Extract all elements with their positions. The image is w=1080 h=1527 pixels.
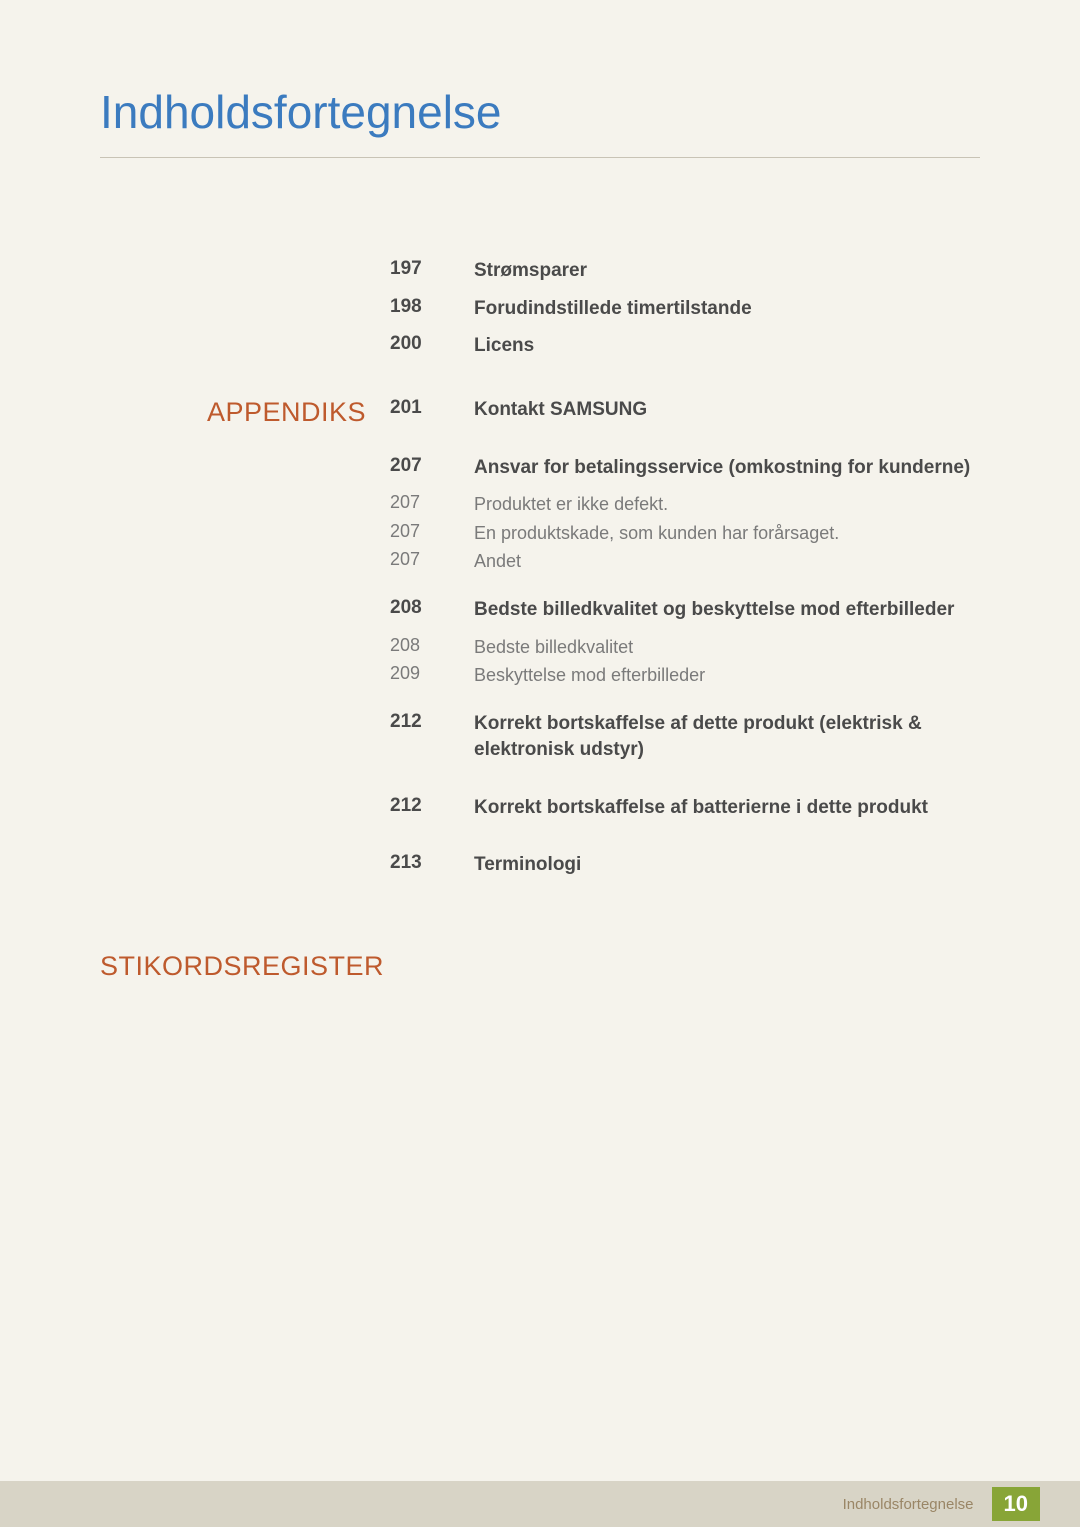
toc-entry-title: Andet xyxy=(474,551,521,571)
toc-entry[interactable]: 208 Bedste billedkvalitet xyxy=(390,635,980,659)
toc-entry-title: Forudindstillede timertilstande xyxy=(474,298,752,319)
toc-entry-title: Terminologi xyxy=(474,854,581,875)
toc-pre-section: 197 Strømsparer 198 Forudindstillede timert… xyxy=(100,258,980,371)
toc-entry-title: Ansvar for betalingsservice (omkostning … xyxy=(474,457,970,478)
toc-entry[interactable]: 198 Forudindstillede timertilstande xyxy=(390,296,980,322)
toc-page-number: 197 xyxy=(390,258,422,279)
footer-page-number: 10 xyxy=(992,1487,1040,1521)
toc-page-number: 213 xyxy=(390,852,422,873)
toc-section: APPENDIKS 201 Kontakt SAMSUNG 207 Ansvar for… xyxy=(100,397,980,890)
toc-page-number: 212 xyxy=(390,711,422,732)
page-title: Indholdsfortegnelse xyxy=(100,85,980,158)
toc-page-number: 208 xyxy=(390,597,422,618)
toc-page-number: 207 xyxy=(390,549,420,569)
footer-bar: Indholdsfortegnelse 10 xyxy=(0,1481,1080,1527)
toc-page-number: 207 xyxy=(390,492,420,512)
toc-page-number: 208 xyxy=(390,635,420,655)
section-label: STIKORDSREGISTER xyxy=(100,951,366,982)
footer-label: Indholdsfortegnelse xyxy=(843,1496,974,1513)
toc-section: STIKORDSREGISTER xyxy=(100,951,980,982)
toc-entry[interactable]: 201 Kontakt SAMSUNG xyxy=(390,397,980,423)
toc-entry[interactable]: 207 Produktet er ikke defekt. xyxy=(390,492,980,516)
toc-entry[interactable]: 212 Korrekt bortskaffelse af batterierne … xyxy=(390,795,980,821)
toc-entry-title: Strømsparer xyxy=(474,260,587,281)
section-label: APPENDIKS xyxy=(100,397,366,428)
toc-page-number: 207 xyxy=(390,521,420,541)
toc-entry-title: En produktskade, som kunden har forårsag… xyxy=(474,523,839,543)
toc-page-number: 200 xyxy=(390,333,422,354)
toc-page-number: 198 xyxy=(390,296,422,317)
toc-page-number: 212 xyxy=(390,795,422,816)
toc-entry-title: Bedste billedkvalitet xyxy=(474,637,633,657)
toc-entry-title: Licens xyxy=(474,335,534,356)
toc-entry[interactable]: 207 Ansvar for betalingsservice (omkostni… xyxy=(390,455,980,481)
toc-entry-title: Korrekt bortskaffelse af batterierne i d… xyxy=(474,797,928,818)
toc-entry[interactable]: 197 Strømsparer xyxy=(390,258,980,284)
toc-entry-title: Produktet er ikke defekt. xyxy=(474,494,668,514)
toc-page-number: 201 xyxy=(390,397,422,418)
toc-entry[interactable]: 209 Beskyttelse mod efterbilleder xyxy=(390,663,980,687)
toc-entry[interactable]: 208 Bedste billedkvalitet og beskyttelse … xyxy=(390,597,980,623)
toc-page-number: 209 xyxy=(390,663,420,683)
toc-entry-title: Beskyttelse mod efterbilleder xyxy=(474,665,705,685)
toc-entry[interactable]: 200 Licens xyxy=(390,333,980,359)
toc-entry-title: Kontakt SAMSUNG xyxy=(474,399,647,420)
toc-entry-title: Bedste billedkvalitet og beskyttelse mod… xyxy=(474,599,954,620)
toc-entry[interactable]: 213 Terminologi xyxy=(390,852,980,878)
toc-entry[interactable]: 207 Andet xyxy=(390,549,980,573)
toc-page-number: 207 xyxy=(390,455,422,476)
toc-entry-title: Korrekt bortskaffelse af dette produkt (… xyxy=(474,713,922,760)
toc-entry[interactable]: 207 En produktskade, som kunden har forår… xyxy=(390,521,980,545)
toc-entry[interactable]: 212 Korrekt bortskaffelse af dette produk… xyxy=(390,711,980,762)
